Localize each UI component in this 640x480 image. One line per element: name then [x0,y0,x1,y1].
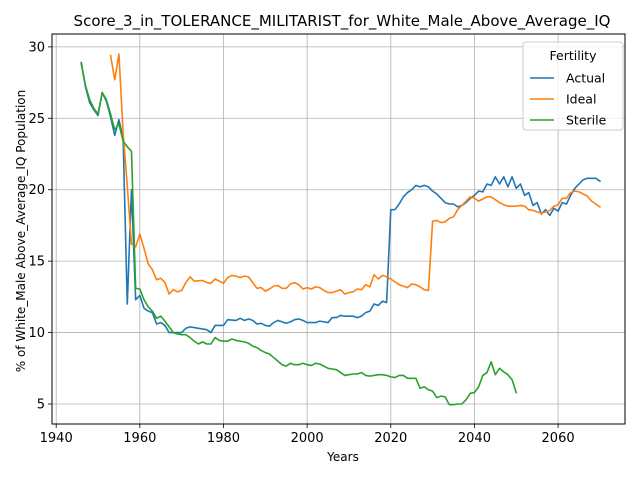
x-tick-label: 2020 [374,431,407,446]
grid [52,34,625,424]
y-tick-label: 10 [28,326,45,341]
series-layer [80,53,602,406]
x-tick-label: 1940 [40,431,73,446]
x-tick-label: 2000 [291,431,324,446]
series-line-actual [80,61,602,334]
y-tick-label: 20 [28,183,45,198]
legend-box [522,41,624,131]
legend-item-ideal: Ideal [530,92,596,107]
y-tick-label: 15 [28,255,45,270]
legend: Fertility Actual Ideal Sterile [522,41,624,131]
chart-title: Score_3_in_TOLERANCE_MILITARIST_for_Whit… [74,12,611,31]
legend-item-sterile: Sterile [530,113,607,128]
series-line-sterile [80,63,518,406]
x-axis-label: Years [326,450,359,464]
ticks: 1940 1960 1980 2000 2020 2040 2060 5 10 15 20 25 30 [28,40,574,446]
legend-item-actual: Actual [530,71,605,86]
y-tick-label: 5 [37,398,45,413]
legend-title: Fertility [550,48,598,63]
series-line-ideal [109,53,602,295]
x-tick-label: 1980 [207,431,240,446]
x-tick-label: 2040 [458,431,491,446]
y-tick-label: 25 [28,112,45,127]
legend-label: Actual [566,71,605,86]
x-tick-label: 2060 [542,431,575,446]
legend-label: Ideal [566,92,596,107]
x-tick-label: 1960 [123,431,156,446]
y-tick-label: 30 [28,40,45,55]
axes-frame [51,33,626,425]
legend-label: Sterile [566,113,607,128]
legend-items: Actual Ideal Sterile [530,71,607,128]
y-axis-label: % of White_Male Above_Average_IQ Populat… [14,90,28,373]
plot-area: 1940 1960 1980 2000 2020 2040 2060 5 10 15 20 25 30 [28,33,626,446]
